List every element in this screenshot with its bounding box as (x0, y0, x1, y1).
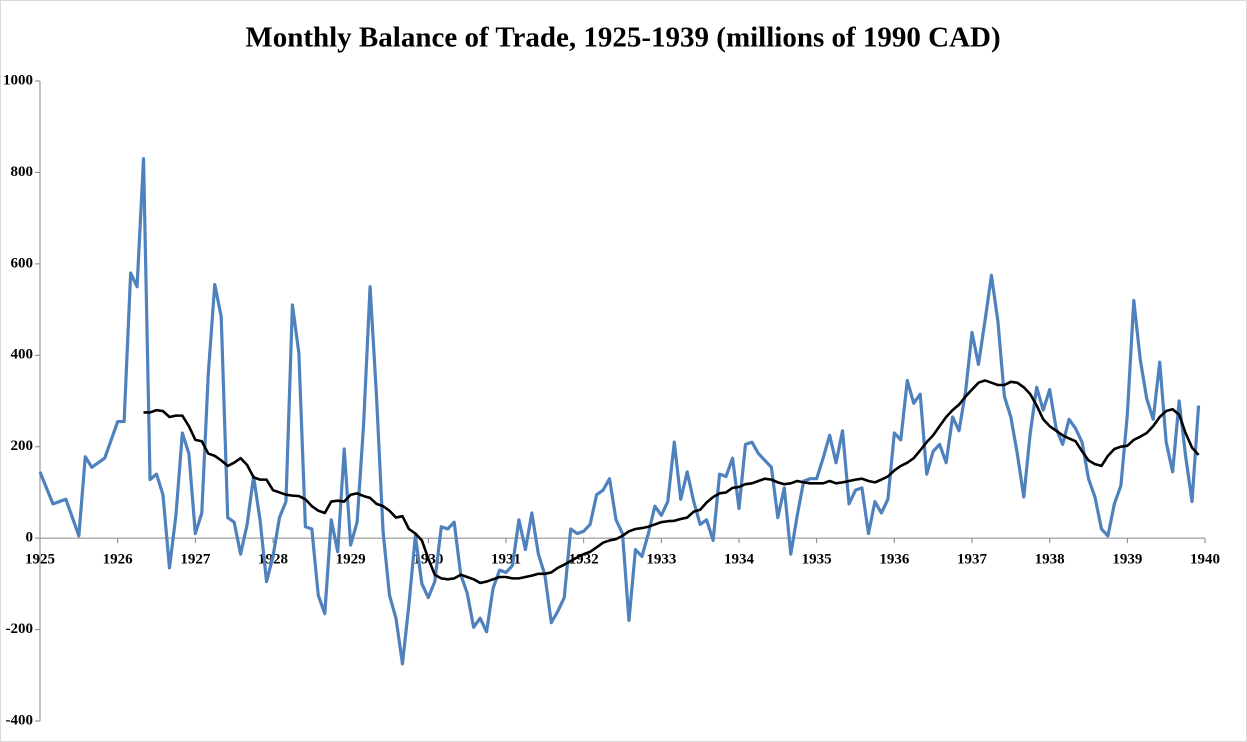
y-tick-label: 0 (26, 530, 34, 546)
y-tick-label: -400 (6, 712, 34, 728)
y-tick-label: 200 (11, 438, 34, 454)
x-tick-label: 1940 (1190, 552, 1220, 568)
x-tick-label: 1929 (336, 552, 366, 568)
x-tick-label: 1932 (569, 552, 599, 568)
y-tick-label: 1000 (3, 72, 33, 88)
x-tick-label: 1934 (724, 552, 755, 568)
y-tick-label: 400 (11, 347, 34, 363)
x-tick-label: 1936 (879, 552, 910, 568)
chart-title: Monthly Balance of Trade, 1925-1939 (mil… (245, 22, 1000, 54)
x-tick-label: 1927 (180, 552, 211, 568)
x-tick-label: 1935 (802, 552, 832, 568)
x-tick-label: 1926 (103, 552, 134, 568)
x-tick-label: 1925 (25, 552, 55, 568)
x-tick-label: 1933 (646, 552, 676, 568)
x-tick-label: 1937 (957, 552, 988, 568)
x-tick-label: 1939 (1112, 552, 1142, 568)
x-tick-label: 1938 (1035, 552, 1065, 568)
series-line (38, 157, 1201, 666)
y-tick-label: 600 (11, 255, 34, 271)
series-line (143, 379, 1200, 585)
y-tick-label: 800 (11, 164, 34, 180)
y-tick-label: -200 (6, 621, 34, 637)
x-tick-label: 1931 (491, 552, 521, 568)
